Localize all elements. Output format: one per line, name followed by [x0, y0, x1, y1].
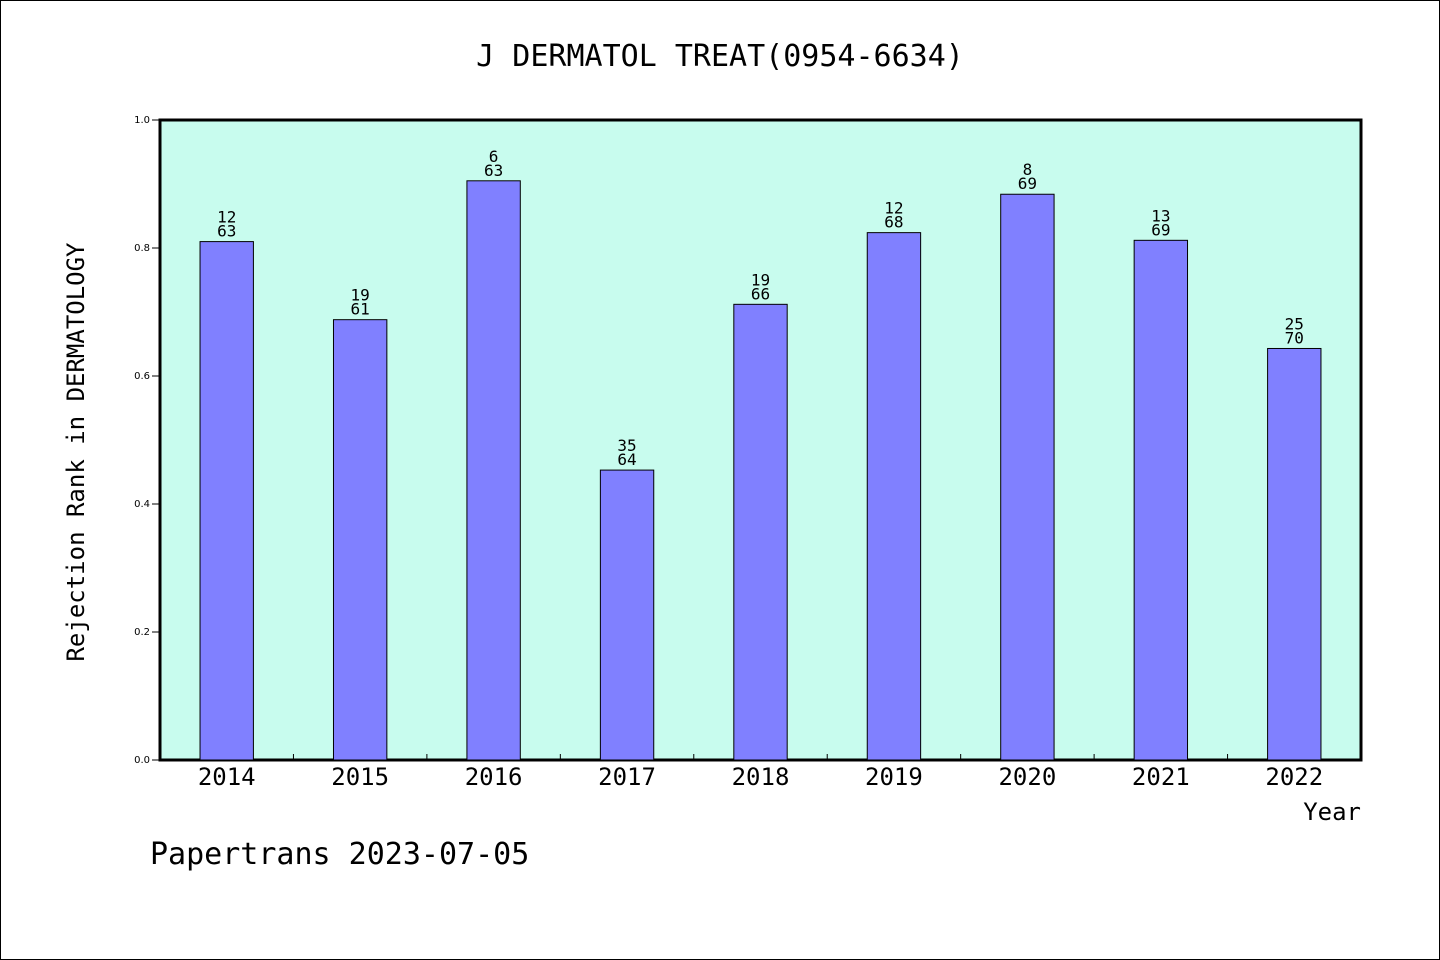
bar-2020	[1000, 193, 1055, 761]
bar-label-top: 12	[217, 208, 236, 227]
bar-label-bottom: 69	[1151, 220, 1170, 239]
bar-label-bottom: 69	[1018, 174, 1037, 193]
y-tick-label: 0.4	[134, 499, 150, 510]
bar-label-top: 13	[1151, 206, 1170, 225]
bar-series	[199, 180, 1322, 761]
x-tick-label: 2020	[998, 763, 1056, 791]
bar-label-top: 19	[351, 286, 370, 305]
y-tick-label: 0.8	[134, 243, 150, 254]
bar-2017	[599, 469, 655, 761]
bar-2021	[1133, 239, 1189, 761]
bar-label-top: 8	[1023, 160, 1033, 179]
bar-label-bottom: 64	[617, 450, 636, 469]
y-tick-label: 0.6	[134, 371, 150, 382]
bar-2019	[866, 232, 922, 761]
y-tick-label: 1.0	[134, 115, 150, 126]
y-axis: 0.0 0.2 0.4 0.6 0.8 1.0	[134, 115, 160, 766]
y-axis-title: Rejection Rank in DERMATOLOGY	[62, 242, 90, 662]
bar-2016	[466, 180, 521, 761]
bar-2015	[332, 319, 388, 761]
x-tick-label: 2014	[198, 763, 256, 791]
bar-label-bottom: 68	[884, 213, 903, 232]
y-tick-label: 0.2	[134, 627, 150, 638]
bar-label-bottom: 70	[1285, 328, 1304, 347]
x-axis: 2014 2015 2016 2017 2018 2019 2020 2021 2022	[198, 754, 1323, 791]
bar-label-top: 19	[751, 270, 770, 289]
bar-2018	[733, 303, 788, 761]
bar-label-top: 12	[884, 199, 903, 218]
bar-label-top: 35	[617, 436, 636, 455]
x-tick-label: 2017	[598, 763, 656, 791]
x-tick-label: 2021	[1132, 763, 1190, 791]
y-tick-label: 0.0	[134, 755, 150, 766]
bar-label-bottom: 66	[751, 284, 770, 303]
bar-label-bottom: 63	[484, 161, 503, 180]
x-tick-label: 2016	[465, 763, 523, 791]
chart-title: J DERMATOL TREAT(0954-6634)	[476, 39, 964, 74]
bar-label-bottom: 63	[217, 222, 236, 241]
x-tick-label: 2015	[331, 763, 389, 791]
bar-2022	[1267, 347, 1322, 761]
x-tick-label: 2018	[732, 763, 790, 791]
bar-label-top: 6	[489, 147, 499, 166]
bar-label-top: 25	[1285, 314, 1304, 333]
x-tick-label: 2022	[1265, 763, 1323, 791]
bar-label-bottom: 61	[351, 300, 370, 319]
x-axis-title: Year	[1303, 798, 1361, 826]
x-tick-label: 2019	[865, 763, 923, 791]
footer-credit: Papertrans 2023-07-05	[150, 837, 529, 872]
bar-2014	[199, 241, 254, 761]
